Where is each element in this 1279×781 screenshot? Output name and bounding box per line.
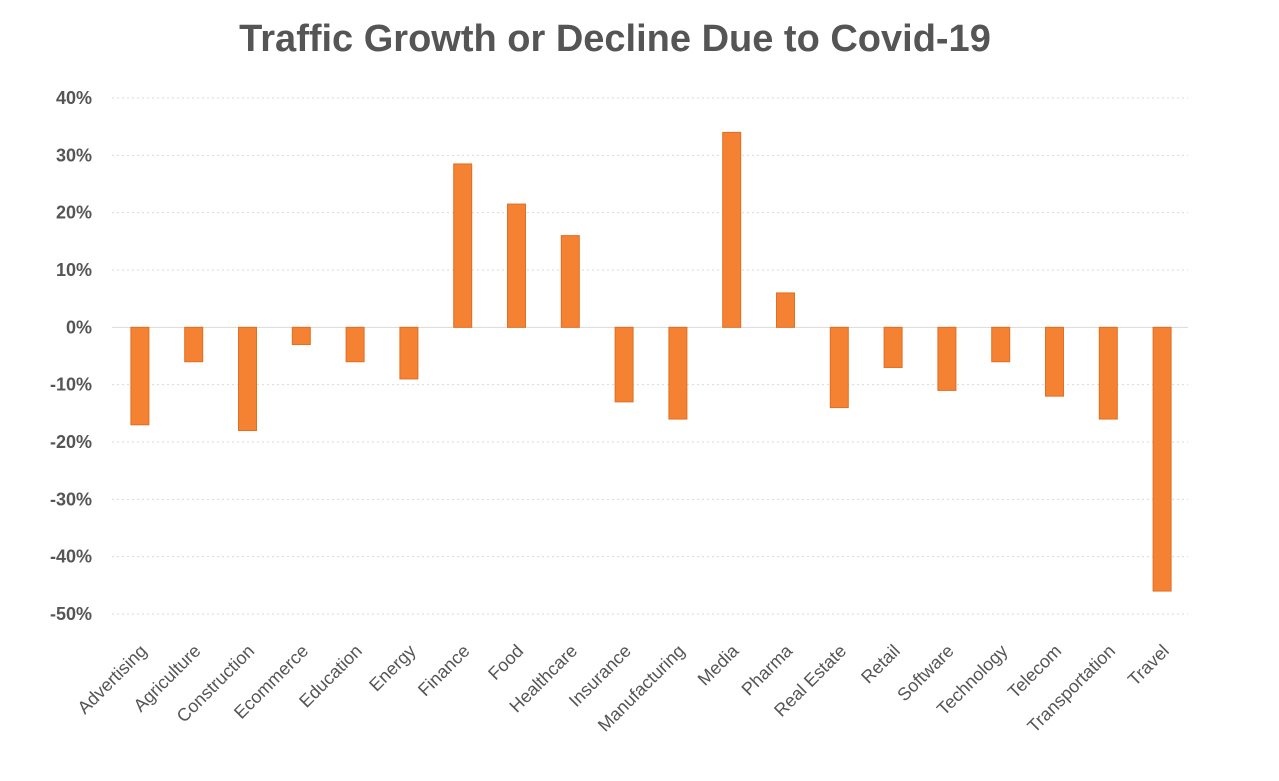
y-tick-label: -20% <box>50 432 92 452</box>
bar-media <box>722 131 742 328</box>
bar-pharma <box>776 292 795 328</box>
bars <box>130 131 1172 592</box>
bar-construction <box>238 326 257 432</box>
bar-insurance <box>614 326 634 403</box>
bar-food <box>507 203 526 328</box>
y-tick-label: -50% <box>50 604 92 624</box>
y-tick-label: -40% <box>50 547 92 567</box>
chart-title: Traffic Growth or Decline Due to Covid-1… <box>239 18 991 60</box>
y-tick-label: -30% <box>50 489 92 509</box>
bar-healthcare <box>560 235 580 328</box>
bar-retail <box>883 326 903 368</box>
y-tick-label: 40% <box>56 88 92 108</box>
y-axis-ticks: 40% 30% 20% 10% 0% -10% -20% -30% -40% -50% <box>50 88 92 624</box>
bar-finance <box>453 163 473 328</box>
y-tick-label: 10% <box>56 260 92 280</box>
bar-real-estate <box>829 326 849 409</box>
gridlines <box>112 97 1188 615</box>
x-tick-label: Media <box>694 640 744 690</box>
bar-telecom <box>1045 326 1064 397</box>
bar-technology <box>991 326 1011 363</box>
bar-education <box>345 326 365 363</box>
bar-travel <box>1152 326 1172 592</box>
x-tick-label: Travel <box>1124 641 1173 690</box>
bar-software <box>937 326 957 391</box>
y-tick-label: 30% <box>56 145 92 165</box>
y-tick-label: 20% <box>56 203 92 223</box>
bar-transportation <box>1098 326 1118 420</box>
bar-ecommerce <box>291 326 311 346</box>
x-tick-label: Finance <box>414 641 473 700</box>
bar-agriculture <box>184 326 204 363</box>
bar-advertising <box>130 326 150 426</box>
y-tick-label: 0% <box>66 317 92 337</box>
y-tick-label: -10% <box>50 375 92 395</box>
bar-energy <box>399 326 419 380</box>
x-tick-label: Energy <box>365 641 419 695</box>
x-axis-ticks: AdvertisingAgricultureConstructionEcomme… <box>74 640 1173 736</box>
x-tick-label: Retail <box>857 641 904 688</box>
x-tick-label: Food <box>484 641 527 684</box>
bar-manufacturing <box>668 326 688 420</box>
